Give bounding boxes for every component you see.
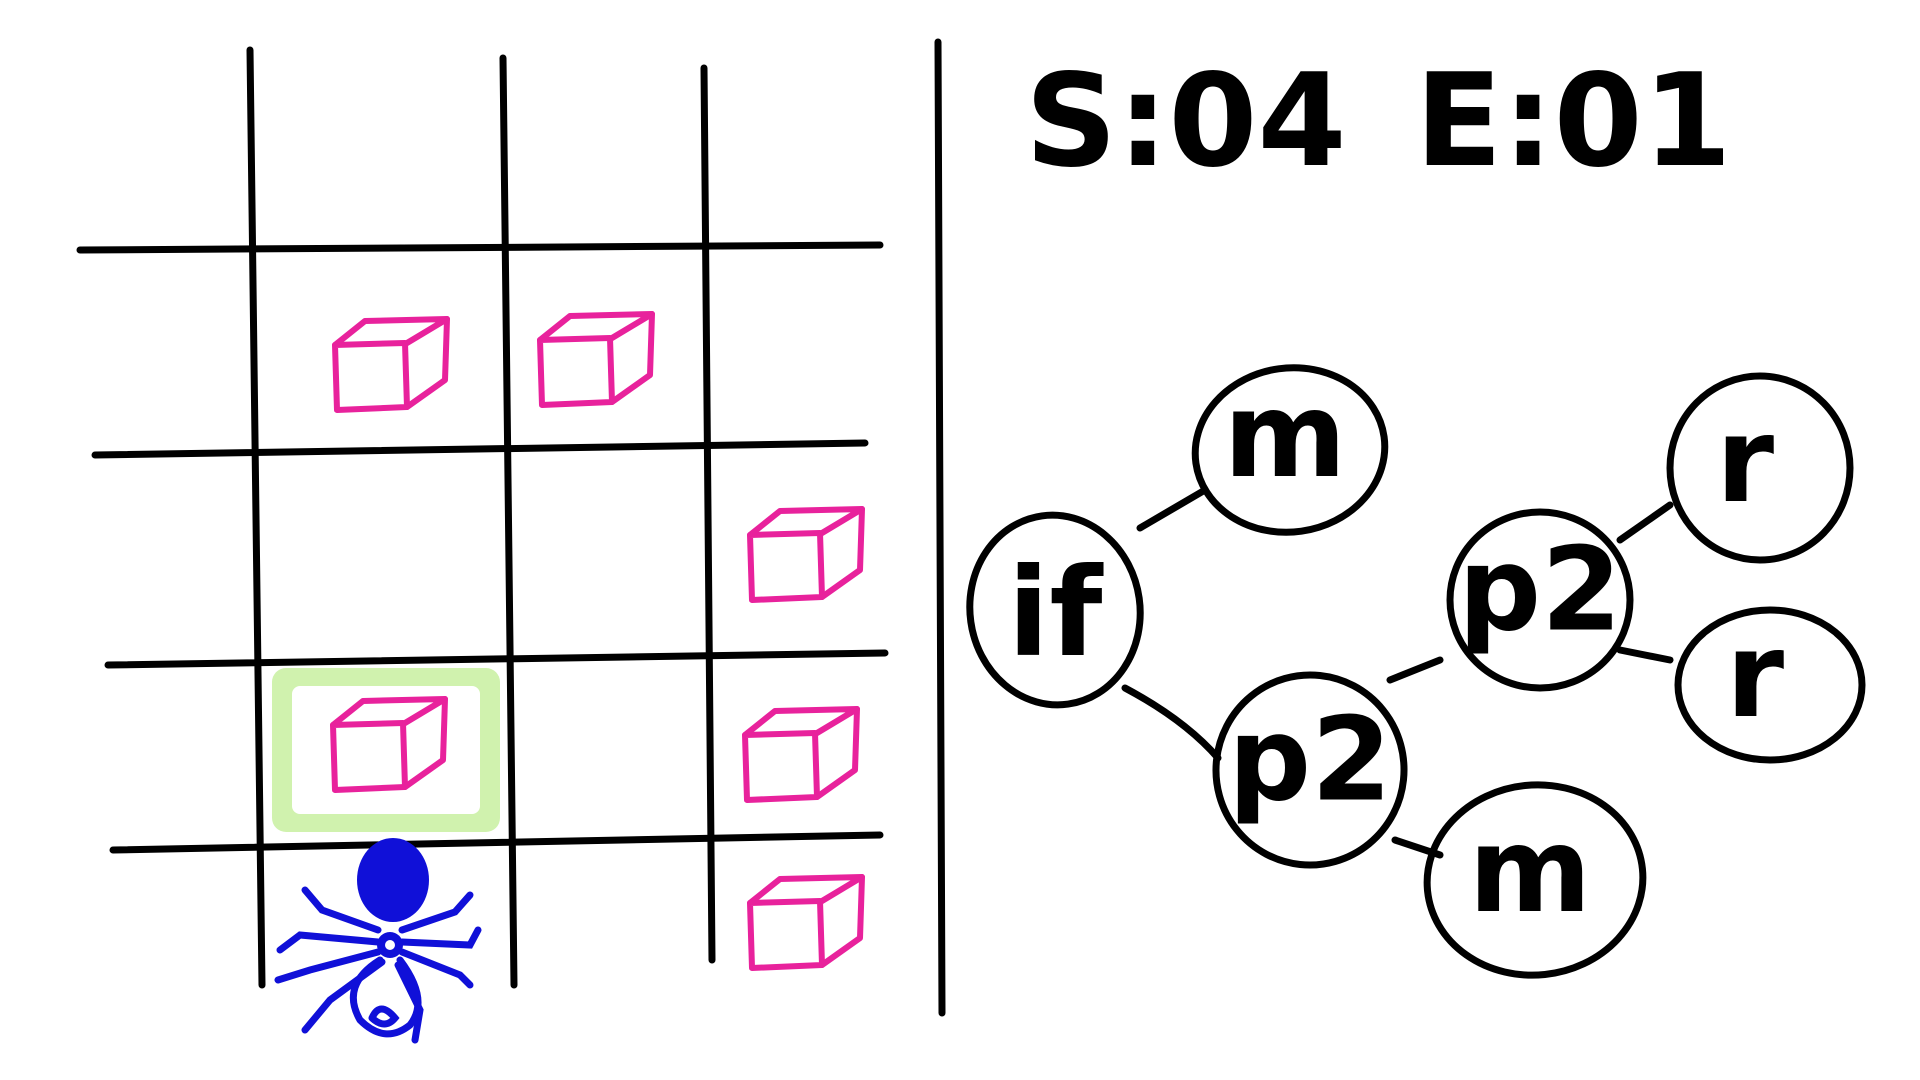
crate-r0-c1 [540,314,652,405]
grid-line-h1 [76,241,884,254]
grid-line-h3 [104,649,889,669]
steps-counter: S:04 [1025,47,1347,196]
grid-line-h2 [91,439,869,459]
edge-p2-r1 [1616,501,1674,544]
edge-if-m [1136,486,1209,532]
tree-node-label: p2 [1458,523,1622,658]
tree-node-m2: m [1423,781,1647,979]
crate-r2-c2 [745,709,857,800]
tree-node-p2-a: p2 [1446,508,1634,692]
tree-node-m1: m [1191,364,1389,536]
tree-node-label: p2 [1228,693,1392,828]
grid-line-v3 [700,64,716,964]
tree-node-label: r [1726,606,1784,744]
spider-player-icon [274,838,482,1044]
tree-node-label: m [1224,366,1347,504]
grid-board [76,38,946,1017]
panel-divider [934,38,946,1017]
crate-r3-c2 [750,877,862,968]
grid-line-v1 [246,46,266,989]
grid-line-v2 [499,54,518,989]
tree-node-label: m [1469,801,1592,939]
edge-p2-p2 [1386,656,1444,684]
tree-node-label: if [1008,542,1105,684]
tree-node-r2: r [1674,606,1866,764]
grid-line-h4 [109,831,884,854]
tree-node-p2-b: p2 [1212,671,1408,869]
energy-counter: E:01 [1415,47,1732,196]
crate-r1-c2 [750,509,862,600]
crate-r0-c0 [335,319,447,410]
program-tree: if m p2 p2 r r m [966,364,1866,979]
tree-node-label: r [1716,391,1774,529]
edge-p2-r2 [1616,646,1674,664]
edge-if-p2 [1121,684,1222,762]
tree-node-if: if [966,511,1144,709]
tree-node-r1: r [1666,372,1854,564]
